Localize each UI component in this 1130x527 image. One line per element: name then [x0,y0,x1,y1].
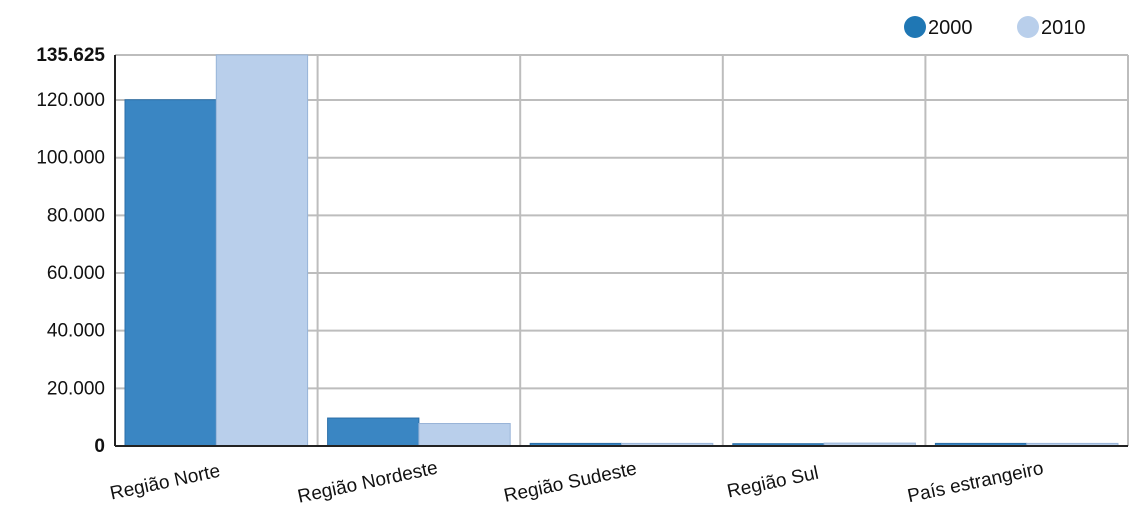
x-tick-label: Região Nordeste [296,458,440,508]
legend-swatch-2000 [904,16,926,38]
axes [114,55,1128,447]
y-tick-label: 135.625 [36,45,105,66]
y-tick-label: 120.000 [36,90,105,111]
y-tick-label: 100.000 [36,148,105,169]
x-tick-label: Região Sudeste [502,458,639,507]
bar-2010-1 [418,423,511,447]
bar-2010-0 [215,54,309,447]
y-axis-ticks: 135.625 120.000 100.000 80.000 60.000 40.000 2… [36,45,105,457]
y-tick-label: 60.000 [47,263,105,284]
x-tick-label: Região Sul [725,463,820,503]
legend-swatch-2010 [1017,16,1039,38]
legend: 2000 2010 [904,16,1086,39]
y-tick-label: 80.000 [47,205,105,226]
x-tick-label: Região Norte [108,461,222,505]
legend-label: 2000 [928,17,973,39]
bar-2000-1 [327,417,420,447]
bars [124,54,1119,447]
legend-label: 2010 [1041,17,1086,39]
x-tick-label: País estrangeiro [906,458,1046,507]
bar-2000-0 [124,99,217,447]
y-tick-label: 40.000 [47,321,105,342]
y-tick-label: 20.000 [47,378,105,399]
x-axis-ticks: Região Norte Região Nordeste Região Sudest… [108,458,1045,508]
y-tick-label: 0 [94,436,105,457]
